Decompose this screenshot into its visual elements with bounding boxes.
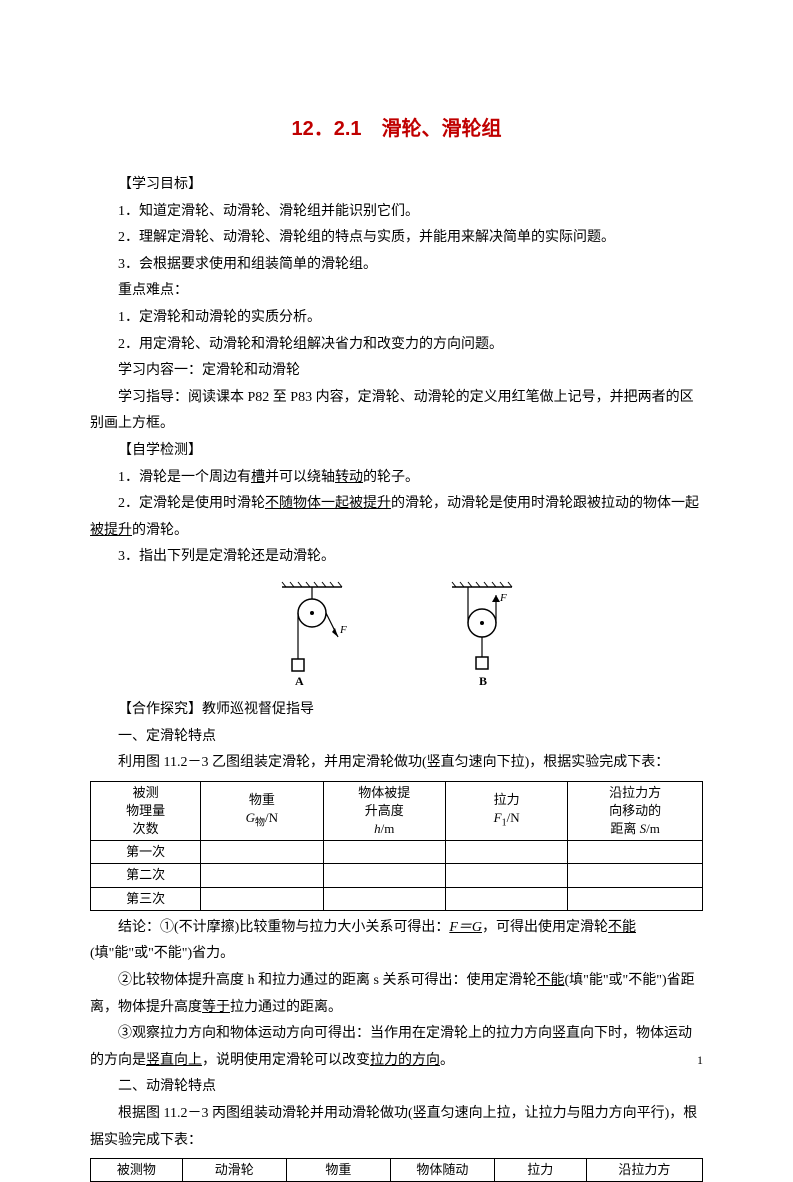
selfcheck-2: 2．定滑轮是使用时滑轮不随物体一起被提升的滑轮，动滑轮是使用时滑轮跟被拉动的物体… — [90, 491, 703, 544]
objective-3: 3．会根据要求使用和组装简单的滑轮组。 — [90, 252, 703, 279]
c3-u1: 竖直向上 — [146, 1053, 202, 1068]
c2-u2: 等于 — [202, 1000, 230, 1015]
page-title: 12．2.1 滑轮、滑轮组 — [90, 110, 703, 148]
t1-r2-label: 第三次 — [91, 887, 201, 910]
sc1-text-c: 的轮子。 — [363, 470, 419, 485]
coop-heading: 【合作探究】教师巡视督促指导 — [90, 697, 703, 724]
objective-2: 2．理解定滑轮、动滑轮、滑轮组的特点与实质，并能用来解决简单的实际问题。 — [90, 225, 703, 252]
sc2-text-b: 的滑轮，动滑轮是使用时滑轮跟被拉动的物体一起 — [391, 496, 699, 511]
t1-h1: 物重G物/N — [201, 781, 323, 841]
t1-r1-label: 第二次 — [91, 864, 201, 887]
page-number: 1 — [697, 1049, 703, 1072]
selfcheck-1: 1．滑轮是一个周边有槽并可以绕轴转动的轮子。 — [90, 465, 703, 492]
c1-u1: F＝G — [449, 920, 482, 935]
selfcheck-heading: 【自学检测】 — [90, 438, 703, 465]
part1-heading: 一、定滑轮特点 — [90, 724, 703, 751]
sc1-blank-1: 槽 — [251, 470, 265, 485]
c3-b: ，说明使用定滑轮可以改变 — [202, 1053, 370, 1068]
pulley-figure-b: F B — [442, 579, 522, 689]
sc2-text-c: 的滑轮。 — [132, 523, 188, 538]
sc1-blank-2: 转动 — [335, 470, 363, 485]
sc1-text-a: 1．滑轮是一个周边有 — [118, 470, 251, 485]
fig-b-label: B — [479, 674, 487, 688]
t2-h1: 动滑轮 — [182, 1159, 286, 1182]
c1-c: (填"能"或"不能")省力。 — [90, 946, 234, 961]
pulley-figures: F A F B — [90, 579, 703, 689]
content1-heading: 学习内容一：定滑轮和动滑轮 — [90, 358, 703, 385]
conclusion-3: ③观察拉力方向和物体运动方向可得出：当作用在定滑轮上的拉力方向竖直向下时，物体运… — [90, 1021, 703, 1074]
pulley-figure-a: F A — [272, 579, 352, 689]
c3-c: 。 — [440, 1053, 454, 1068]
table-1-header-row: 被测物理量次数 物重G物/N 物体被提升高度h/m 拉力F1/N 沿拉力方向移动… — [91, 781, 703, 841]
t1-h4: 沿拉力方向移动的距离 S/m — [568, 781, 703, 841]
sc2-blank-1: 不随物体一起被提升 — [265, 496, 391, 511]
table-2-header-row: 被测物 动滑轮 物重 物体随动 拉力 沿拉力方 — [91, 1159, 703, 1182]
t2-h4: 拉力 — [494, 1159, 586, 1182]
t1-h2: 物体被提升高度h/m — [323, 781, 445, 841]
experiment2-intro: 根据图 11.2－3 丙图组装动滑轮并用动滑轮做功(竖直匀速向上拉，让拉力与阻力… — [90, 1101, 703, 1154]
sc2-text-a: 2．定滑轮是使用时滑轮 — [118, 496, 265, 511]
c2-u1: 不能 — [536, 973, 564, 988]
c3-u2: 拉力的方向 — [370, 1053, 440, 1068]
table-2: 被测物 动滑轮 物重 物体随动 拉力 沿拉力方 — [90, 1158, 703, 1182]
objective-1: 1．知道定滑轮、动滑轮、滑轮组并能识别它们。 — [90, 199, 703, 226]
table-row: 第二次 — [91, 864, 703, 887]
sc2-blank-2: 被提升 — [90, 523, 132, 538]
keypoint-1: 1．定滑轮和动滑轮的实质分析。 — [90, 305, 703, 332]
sc1-text-b: 并可以绕轴 — [265, 470, 335, 485]
objectives-heading: 【学习目标】 — [90, 172, 703, 199]
table-row: 第三次 — [91, 887, 703, 910]
t1-h0: 被测物理量次数 — [91, 781, 201, 841]
t2-h2: 物重 — [286, 1159, 390, 1182]
study-guide: 学习指导：阅读课本 P82 至 P83 内容，定滑轮、动滑轮的定义用红笔做上记号… — [90, 385, 703, 438]
conclusion-1: 结论：①(不计摩擦)比较重物与拉力大小关系可得出：F＝G，可得出使用定滑轮不能 (… — [90, 915, 703, 968]
fig-a-force-label: F — [339, 624, 347, 636]
part2-heading: 二、动滑轮特点 — [90, 1074, 703, 1101]
c1-b: ，可得出使用定滑轮 — [482, 920, 608, 935]
t1-r0-label: 第一次 — [91, 841, 201, 864]
fig-b-force-label: F — [499, 592, 507, 604]
t2-h0: 被测物 — [91, 1159, 183, 1182]
keypoint-2: 2．用定滑轮、动滑轮和滑轮组解决省力和改变力的方向问题。 — [90, 332, 703, 359]
conclusion-2: ②比较物体提升高度 h 和拉力通过的距离 s 关系可得出：使用定滑轮不能(填"能… — [90, 968, 703, 1021]
table-1: 被测物理量次数 物重G物/N 物体被提升高度h/m 拉力F1/N 沿拉力方向移动… — [90, 781, 703, 911]
t2-h5: 沿拉力方 — [586, 1159, 702, 1182]
t2-h3: 物体随动 — [390, 1159, 494, 1182]
experiment1-intro: 利用图 11.2－3 乙图组装定滑轮，并用定滑轮做功(竖直匀速向下拉)，根据实验… — [90, 750, 703, 777]
selfcheck-3: 3．指出下列是定滑轮还是动滑轮。 — [90, 544, 703, 571]
c2-a: ②比较物体提升高度 h 和拉力通过的距离 s 关系可得出：使用定滑轮 — [118, 973, 536, 988]
table-row: 第一次 — [91, 841, 703, 864]
c2-c: 拉力通过的距离。 — [230, 1000, 342, 1015]
t1-h3: 拉力F1/N — [445, 781, 567, 841]
c1-u2: 不能 — [608, 920, 636, 935]
keypoints-heading: 重点难点： — [90, 278, 703, 305]
fig-a-label: A — [295, 674, 304, 688]
c1-a: 结论：①(不计摩擦)比较重物与拉力大小关系可得出： — [118, 920, 449, 935]
